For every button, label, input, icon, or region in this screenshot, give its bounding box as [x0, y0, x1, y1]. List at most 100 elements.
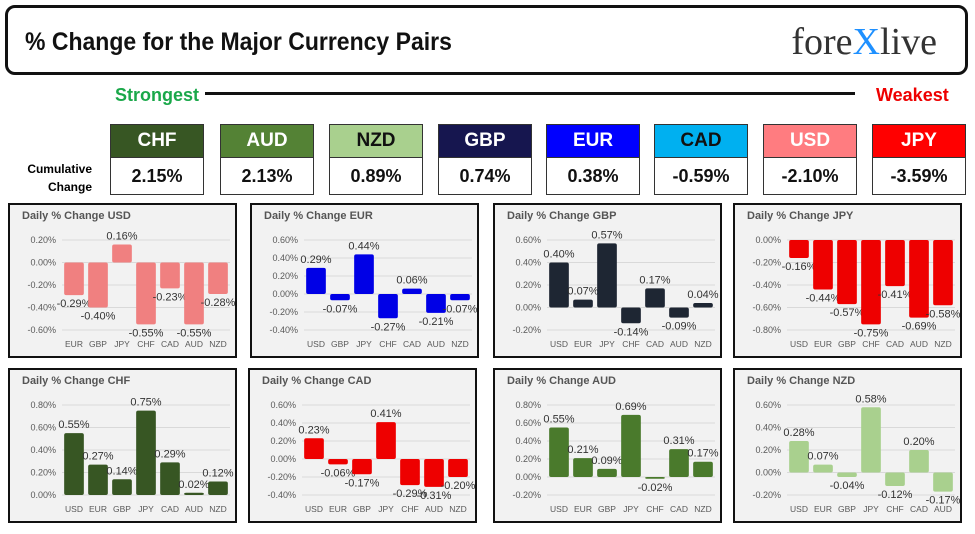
- x-tick-label: CAD: [670, 504, 688, 514]
- bar: [136, 262, 156, 325]
- y-tick-label: 0.40%: [270, 418, 296, 428]
- bar: [621, 307, 641, 324]
- bar: [426, 294, 446, 313]
- data-label: 0.04%: [687, 289, 718, 301]
- y-tick-label: 0.00%: [30, 258, 56, 268]
- data-label: -0.29%: [393, 488, 428, 500]
- currency-card-eur: EUR 0.38%: [546, 124, 640, 195]
- y-tick-label: -0.20%: [752, 258, 781, 268]
- data-label: -0.31%: [417, 490, 452, 502]
- data-label: 0.09%: [591, 455, 622, 467]
- x-tick-label: EUR: [89, 504, 107, 514]
- y-tick-label: 0.00%: [755, 468, 781, 478]
- bar: [208, 481, 228, 495]
- title-box: % Change for the Major Currency Pairs fo…: [5, 5, 968, 75]
- bar: [304, 438, 324, 459]
- bar: [64, 262, 84, 296]
- bar: [448, 459, 468, 477]
- cumulative-value: 0.89%: [329, 158, 423, 195]
- currency-code: CHF: [110, 124, 204, 158]
- strength-divider: [205, 92, 855, 95]
- chart-chf: 0.80% 0.60% 0.40% 0.20% 0.00% 0.55% USD 0.27% EU…: [8, 368, 237, 523]
- data-label: 0.57%: [591, 229, 622, 241]
- x-tick-label: GBP: [89, 339, 107, 349]
- x-tick-label: NZD: [934, 339, 951, 349]
- data-label: 0.55%: [543, 414, 574, 426]
- x-tick-label: GBP: [353, 504, 371, 514]
- chart-title: Daily % Change GBP: [507, 210, 617, 222]
- x-tick-label: NZD: [451, 339, 468, 349]
- bar: [112, 479, 132, 495]
- y-tick-label: -0.20%: [269, 307, 298, 317]
- cumulative-value: 2.13%: [220, 158, 314, 195]
- y-tick-label: -0.60%: [752, 303, 781, 313]
- bar: [909, 240, 929, 318]
- x-tick-label: GBP: [598, 504, 616, 514]
- y-tick-label: -0.40%: [27, 303, 56, 313]
- cumulative-change-label: Cumulative Change: [27, 162, 92, 194]
- y-tick-label: 0.40%: [515, 258, 541, 268]
- bar: [378, 294, 398, 319]
- x-tick-label: GBP: [838, 339, 856, 349]
- bar: [88, 262, 108, 308]
- data-label: -0.16%: [782, 261, 817, 273]
- currency-code: EUR: [546, 124, 640, 158]
- chart-aud: 0.80% 0.60% 0.40% 0.20% 0.00% -0.20% 0.55% USD 0…: [493, 368, 722, 523]
- data-label: -0.07%: [443, 303, 478, 315]
- x-tick-label: CAD: [886, 339, 904, 349]
- chart-title: Daily % Change CAD: [262, 375, 372, 387]
- bar: [88, 464, 108, 495]
- x-tick-label: AUD: [185, 339, 203, 349]
- currency-card-gbp: GBP 0.74%: [438, 124, 532, 195]
- page-title: % Change for the Major Currency Pairs: [25, 28, 452, 56]
- x-tick-label: GBP: [838, 504, 856, 514]
- data-label: -0.40%: [81, 311, 116, 323]
- data-label: -0.12%: [878, 489, 913, 501]
- bar: [354, 254, 374, 294]
- currency-code: GBP: [438, 124, 532, 158]
- data-label: -0.69%: [902, 321, 937, 333]
- x-tick-label: AUD: [910, 339, 928, 349]
- x-tick-label: CAD: [646, 339, 664, 349]
- cumulative-value: 0.38%: [546, 158, 640, 195]
- data-label: -0.06%: [321, 467, 356, 479]
- y-tick-label: -0.20%: [752, 490, 781, 500]
- chart-title: Daily % Change EUR: [264, 210, 373, 222]
- currency-card-jpy: JPY -3.59%: [872, 124, 966, 195]
- x-tick-label: CAD: [910, 504, 928, 514]
- x-tick-label: NZD: [694, 504, 711, 514]
- data-label: -0.58%: [926, 308, 961, 320]
- data-label: 0.55%: [58, 419, 89, 431]
- x-tick-label: CHF: [622, 339, 639, 349]
- x-tick-label: CHF: [137, 339, 154, 349]
- bar: [933, 472, 953, 492]
- data-label: 0.75%: [130, 397, 161, 409]
- bar: [376, 422, 396, 459]
- data-label: 0.06%: [396, 275, 427, 287]
- bar: [861, 407, 881, 473]
- bar: [64, 433, 84, 495]
- y-tick-label: 0.40%: [30, 445, 56, 455]
- y-tick-label: 0.00%: [755, 235, 781, 245]
- x-tick-label: AUD: [670, 339, 688, 349]
- y-tick-label: -0.20%: [27, 280, 56, 290]
- y-tick-label: -0.20%: [267, 472, 296, 482]
- data-label: -0.28%: [201, 297, 236, 309]
- data-label: 0.14%: [106, 465, 137, 477]
- y-tick-label: 0.00%: [515, 303, 541, 313]
- bar: [669, 449, 689, 477]
- x-tick-label: JPY: [378, 504, 394, 514]
- data-label: 0.16%: [106, 231, 137, 243]
- data-label: -0.02%: [638, 482, 673, 494]
- x-tick-label: GBP: [113, 504, 131, 514]
- data-label: 0.02%: [178, 479, 209, 491]
- x-tick-label: CHF: [379, 339, 396, 349]
- data-label: -0.07%: [323, 303, 358, 315]
- data-label: 0.21%: [567, 444, 598, 456]
- chart-title: Daily % Change USD: [22, 210, 131, 222]
- bar: [112, 244, 132, 263]
- y-tick-label: 0.20%: [270, 436, 296, 446]
- data-label: 0.07%: [567, 286, 598, 298]
- y-tick-label: 0.00%: [30, 490, 56, 500]
- y-tick-label: 0.80%: [30, 400, 56, 410]
